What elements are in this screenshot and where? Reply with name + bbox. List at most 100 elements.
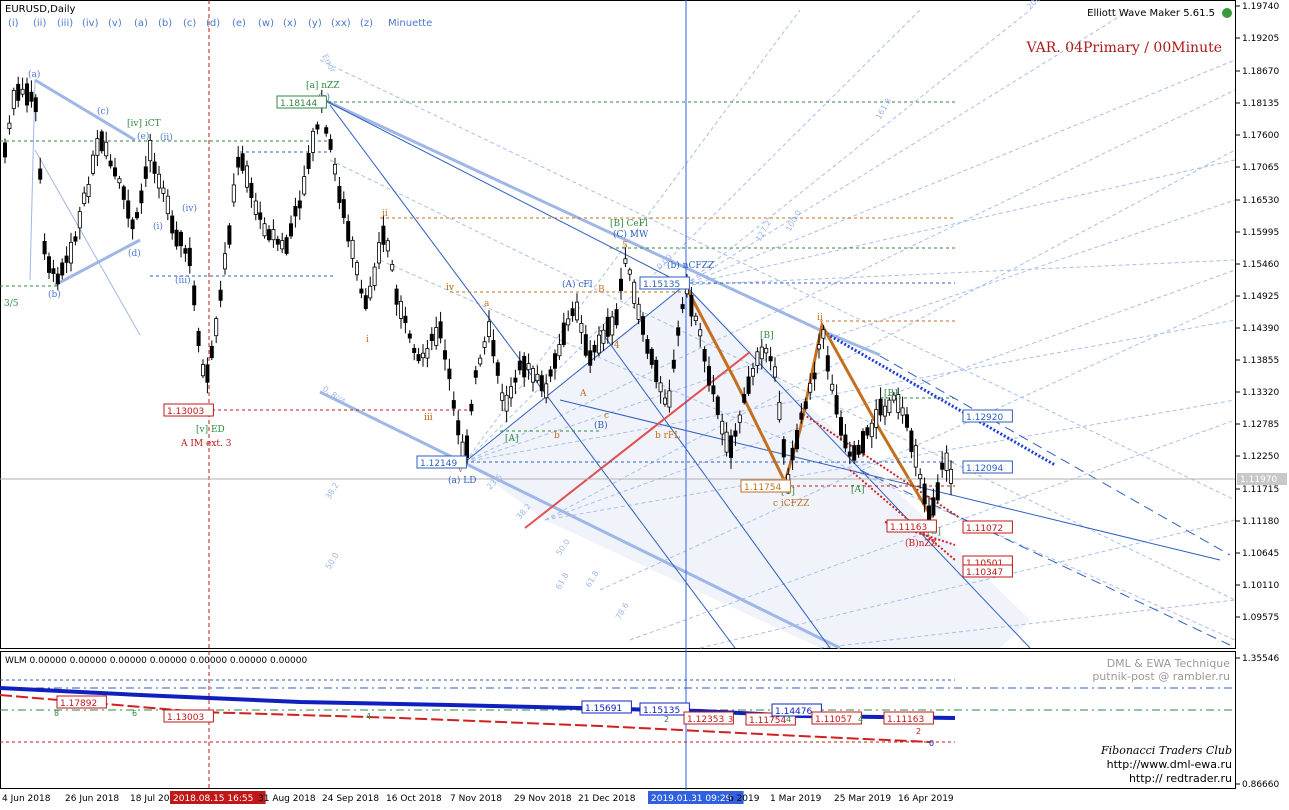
wave-label: [iv] iCT	[127, 119, 161, 129]
date-tick-label: 29 Nov 2018	[514, 794, 572, 804]
candle-body	[244, 165, 249, 188]
wave-label: iii	[424, 413, 433, 423]
wave-label: (b) nCFZZ	[667, 260, 714, 271]
date-tick-label: 25 Mar 2019	[834, 794, 891, 804]
candle-body	[764, 347, 769, 354]
candle-body	[341, 199, 346, 219]
candle-body	[394, 288, 399, 305]
candle-body	[922, 483, 927, 505]
price-level-box: 1.13003	[163, 403, 214, 417]
candle-body	[883, 405, 888, 417]
candle-body	[720, 420, 725, 435]
degree-legend-item: (v)	[108, 18, 122, 29]
candle-body	[324, 127, 329, 134]
wlm-indicator: 1.17892 1.13003 1.15691 1.15135 1.12353 1.117…	[0, 679, 1235, 748]
candle-body	[869, 422, 874, 438]
candle-body	[134, 212, 139, 219]
candle-body	[236, 156, 241, 168]
candle-body	[773, 366, 778, 378]
candle-body	[170, 215, 175, 234]
svg-text:2019.01.31 09:29: 2019.01.31 09:29	[651, 794, 732, 804]
candle-body	[126, 200, 131, 219]
wave-label: A IM ext. 3	[180, 439, 232, 449]
degree-legend-item: (w)	[258, 18, 274, 29]
candle-body	[174, 229, 179, 247]
candle-body	[632, 281, 637, 304]
candle-body	[847, 451, 852, 457]
candle-body	[478, 357, 483, 365]
shaded-channel	[465, 285, 1030, 648]
candle-body	[152, 161, 157, 174]
price-tick-label: 1.10110	[1242, 581, 1279, 591]
candle-body	[544, 383, 549, 399]
candle-body	[398, 300, 403, 319]
candle-body	[227, 225, 232, 245]
candle-body	[240, 153, 245, 171]
price-tick-label: 1.12785	[1242, 420, 1279, 430]
date-tick-label: 16 Apr 2019	[898, 794, 954, 804]
wave-label: (iv)	[182, 203, 197, 214]
candle-body	[390, 263, 395, 271]
wave-label: [a] nZZ	[306, 81, 340, 91]
candle-body	[337, 185, 342, 203]
candle-body	[614, 309, 619, 326]
date-tick-label: 16 Oct 2018	[386, 794, 442, 804]
candle-body	[504, 394, 509, 412]
wlm-red-line	[0, 694, 931, 743]
watermark-line5: http:// redtrader.ru	[1129, 772, 1232, 785]
indicator-value-box: 1.17892	[56, 695, 107, 709]
wave-label: 5	[622, 241, 628, 251]
date-tick-label: 4 Jun 2018	[2, 794, 51, 804]
candle-body	[698, 329, 703, 337]
indicator-mark: 3	[728, 715, 733, 724]
wave-label: ii	[817, 313, 823, 323]
indicator-mark: 4	[366, 712, 371, 721]
degree-legend-item: (b)	[158, 18, 172, 29]
wave-label: A	[579, 389, 587, 399]
wave-label: (a) LD	[448, 475, 476, 486]
candle-body	[306, 153, 311, 169]
candle-body	[47, 256, 52, 273]
candle-body	[82, 192, 87, 204]
indicator-mark: 8	[54, 709, 59, 718]
candle-body	[768, 356, 773, 362]
indicator-mark: 4	[786, 715, 791, 724]
blue-dotted-trendline	[819, 328, 1056, 467]
candle-body	[447, 368, 452, 380]
wave-label: [B]	[760, 331, 774, 341]
indicator-title: WLM 0.00000 0.00000 0.00000 0.00000 0.00…	[5, 656, 307, 666]
candle-body	[623, 258, 628, 264]
wave-label: b	[554, 431, 560, 441]
wave-label: (ii)	[160, 132, 173, 143]
candle-body	[913, 445, 918, 468]
candle-body	[86, 183, 91, 198]
candle-body	[680, 304, 685, 310]
candle-body	[464, 435, 469, 459]
degree-legend-item: (i)	[8, 18, 19, 29]
candle-body	[139, 190, 144, 204]
price-level-box: 1.15135	[639, 276, 690, 290]
date-tick-label: 1 Mar 2019	[770, 794, 822, 804]
price-tick-label: 1.16530	[1242, 196, 1279, 206]
svg-text:1.17892: 1.17892	[60, 699, 97, 709]
wave-label: (B)nZZ	[905, 538, 937, 549]
wave-label: (d)	[128, 248, 141, 259]
candle-body	[737, 414, 742, 423]
watermark-line2: putnik-post @ rambler.ru	[1092, 670, 1230, 683]
price-tick-label: 1.17600	[1242, 131, 1279, 141]
svg-text:1.11970: 1.11970	[1240, 475, 1277, 485]
candle-body	[302, 176, 307, 195]
candle-body	[909, 430, 914, 453]
candle-body	[583, 334, 588, 356]
wave-label: a	[484, 299, 490, 309]
candle-body	[878, 398, 883, 416]
watermark-line1: DML & EWA Technique	[1107, 657, 1231, 670]
price-tick-label: 1.19740	[1242, 2, 1279, 12]
wave-label: iv	[446, 283, 455, 293]
price-tick-label: 1.15460	[1242, 260, 1279, 270]
candle-body	[751, 368, 756, 377]
candle-body	[553, 353, 558, 369]
candle-body	[407, 333, 412, 339]
candle-body	[412, 347, 417, 354]
